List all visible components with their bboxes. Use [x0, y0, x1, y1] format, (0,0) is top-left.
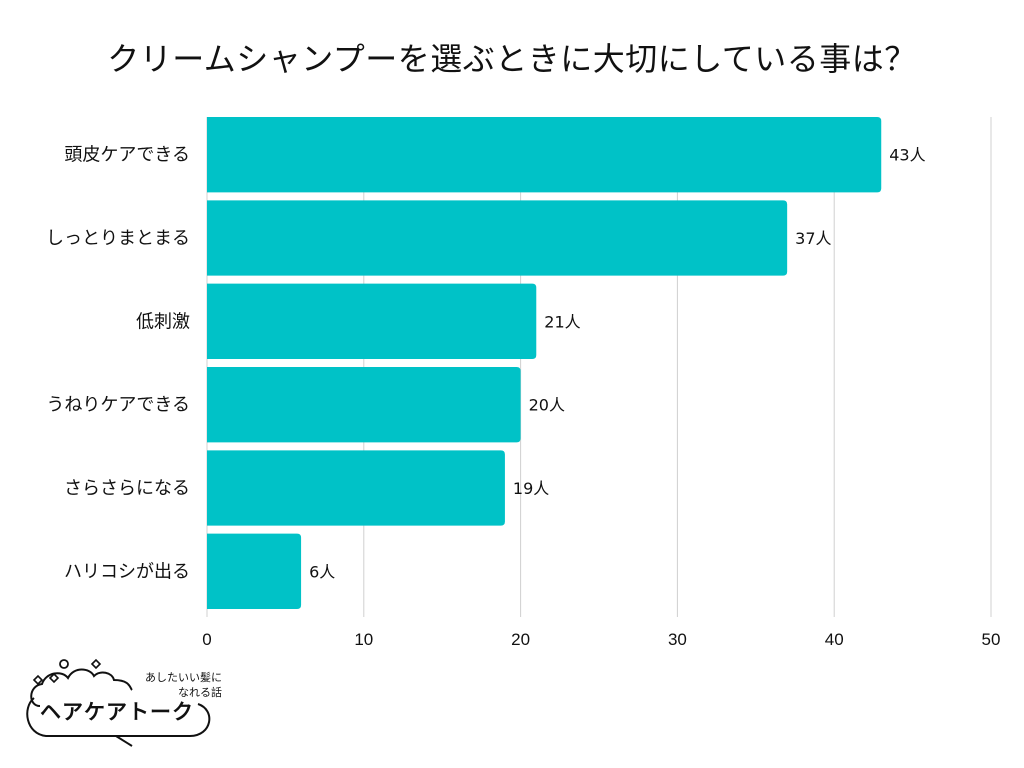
chart-title: クリームシャンプーを選ぶときに大切にしている事は？ — [107, 40, 917, 78]
category-label-2: しっとりまとまる — [46, 228, 190, 249]
bar-3 — [207, 283, 537, 359]
value-labels: 43人 37人 21人 20人 19人 6人 — [309, 146, 926, 582]
x-tick-label-40: 40 — [825, 630, 844, 649]
value-label-1: 43人 — [889, 146, 925, 165]
category-label-3: 低刺激 — [136, 311, 190, 332]
logo-cloud-icon — [26, 658, 211, 747]
x-tick-label-10: 10 — [354, 630, 373, 649]
logo-tagline-line1: あしたいい髪に — [145, 671, 222, 684]
category-label-6: ハリコシが出る — [64, 561, 190, 582]
x-tick-label-50: 50 — [982, 630, 1001, 649]
bar-5 — [207, 450, 505, 526]
category-label-5: さらさらになる — [64, 478, 190, 499]
value-label-6: 6人 — [309, 562, 335, 581]
bars — [207, 117, 882, 609]
value-label-5: 19人 — [513, 479, 549, 498]
value-label-3: 21人 — [544, 312, 580, 331]
category-label-1: 頭皮ケアできる — [64, 145, 190, 166]
category-label-4: うねりケアできる — [46, 395, 190, 416]
bar-chart: 頭皮ケアできるしっとりまとまる低刺激うねりケアできるさらさらになるハリコシが出る… — [46, 117, 1000, 649]
hair-care-talk-logo: あしたいい髪に なれる話 ヘアケアトーク — [20, 658, 222, 748]
x-axis-ticks: 0 10 20 30 40 50 — [202, 630, 1000, 649]
logo-name: ヘアケアトーク — [40, 700, 194, 724]
bar-1 — [207, 117, 882, 193]
bar-4 — [207, 367, 521, 443]
x-tick-label-30: 30 — [668, 630, 687, 649]
value-label-4: 20人 — [529, 396, 565, 415]
logo-tagline-line2: なれる話 — [178, 686, 222, 699]
bar-2 — [207, 200, 788, 276]
x-tick-label-0: 0 — [202, 630, 211, 649]
value-label-2: 37人 — [795, 229, 831, 248]
bar-6 — [207, 533, 302, 609]
x-tick-label-20: 20 — [511, 630, 530, 649]
